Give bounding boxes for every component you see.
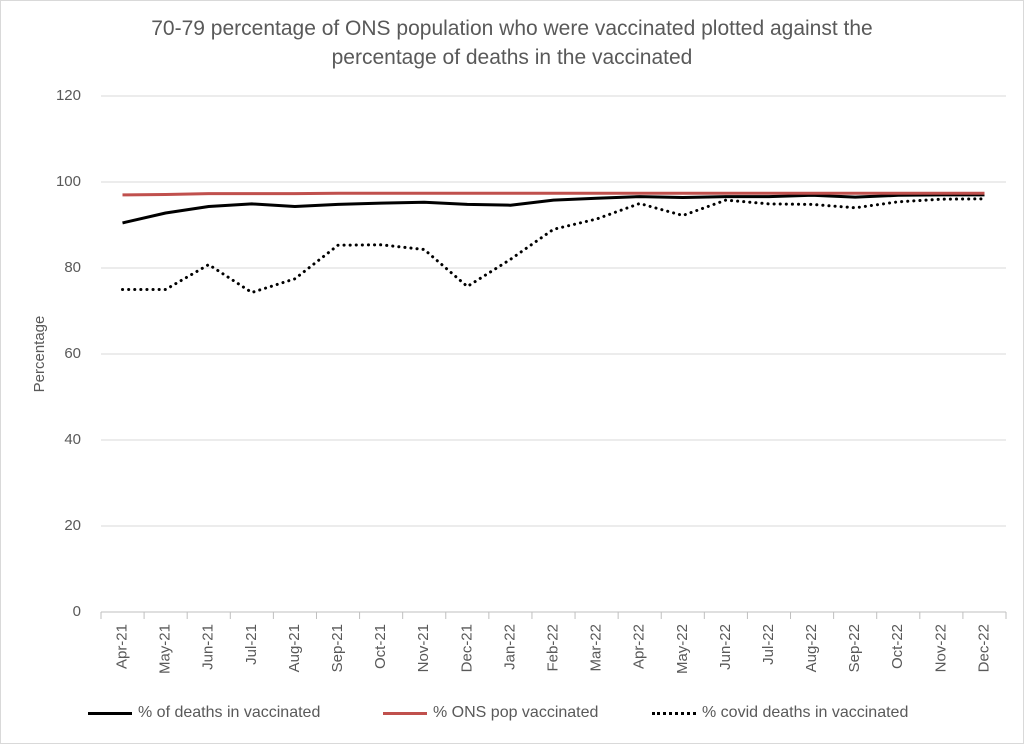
legend: % of deaths in vaccinated % ONS pop vacci… xyxy=(0,704,1024,728)
legend-item-0: % of deaths in vaccinated xyxy=(88,704,320,722)
x-tick-label: Jul-21 xyxy=(243,624,260,665)
x-axis xyxy=(100,611,1007,619)
x-tick-label: Mar-22 xyxy=(588,624,605,672)
x-tick-label: May-21 xyxy=(157,624,174,674)
x-tick-label: Nov-21 xyxy=(415,624,432,672)
x-tick-label: Nov-22 xyxy=(932,624,949,672)
y-tick-label: 20 xyxy=(64,517,81,534)
y-tick-label: 100 xyxy=(56,173,81,190)
chart-title-line-1: 70-79 percentage of ONS population who w… xyxy=(151,17,873,40)
x-tick-label: Aug-21 xyxy=(286,624,303,672)
x-tick-label: Dec-22 xyxy=(975,624,992,672)
x-tick-label: May-22 xyxy=(674,624,691,674)
x-tick-label: Dec-21 xyxy=(458,624,475,672)
x-tick-label: Apr-21 xyxy=(114,624,131,669)
series-line-2 xyxy=(121,197,986,294)
x-tick-label: Jun-21 xyxy=(200,624,217,670)
legend-label: % ONS pop vaccinated xyxy=(433,704,599,721)
x-tick-label: Jan-22 xyxy=(501,624,518,670)
legend-swatch xyxy=(88,711,132,715)
x-tick-label: Jun-22 xyxy=(717,624,734,670)
y-tick-labels: 0 20 40 60 80 100 120 xyxy=(56,87,81,620)
legend-label: % of deaths in vaccinated xyxy=(138,704,321,721)
legend-item-1: % ONS pop vaccinated xyxy=(383,704,598,722)
x-tick-label: Apr-22 xyxy=(631,624,648,669)
y-tick-label: 120 xyxy=(56,87,81,104)
series-line-0 xyxy=(122,193,985,225)
series-lines xyxy=(121,191,986,294)
legend-item-2: % covid deaths in vaccinated xyxy=(652,704,908,722)
legend-swatch xyxy=(652,711,696,715)
x-tick-label: Jul-22 xyxy=(760,624,777,665)
x-tick-label: Aug-22 xyxy=(803,624,820,672)
y-tick-label: 0 xyxy=(73,603,81,620)
chart-title: 70-79 percentage of ONS population who w… xyxy=(0,14,1024,72)
y-tick-label: 60 xyxy=(64,345,81,362)
y-tick-label: 40 xyxy=(64,431,81,448)
chart-title-line-2: percentage of deaths in the vaccinated xyxy=(331,46,693,69)
x-tick-label: Sep-22 xyxy=(846,624,863,672)
legend-label: % covid deaths in vaccinated xyxy=(702,704,909,721)
x-tick-label: Sep-21 xyxy=(329,624,346,672)
series-line-1 xyxy=(122,191,985,197)
gridlines xyxy=(101,95,1006,527)
x-tick-label: Oct-22 xyxy=(889,624,906,669)
legend-swatch xyxy=(383,711,427,715)
x-tick-label: Oct-21 xyxy=(372,624,389,669)
y-axis-title: Percentage xyxy=(31,316,48,393)
y-tick-label: 80 xyxy=(64,259,81,276)
x-tick-label: Feb-22 xyxy=(544,624,561,672)
x-tick-labels: Apr-21 May-21 Jun-21 Jul-21 Aug-21 Sep-21 Oct-… xyxy=(114,624,993,674)
